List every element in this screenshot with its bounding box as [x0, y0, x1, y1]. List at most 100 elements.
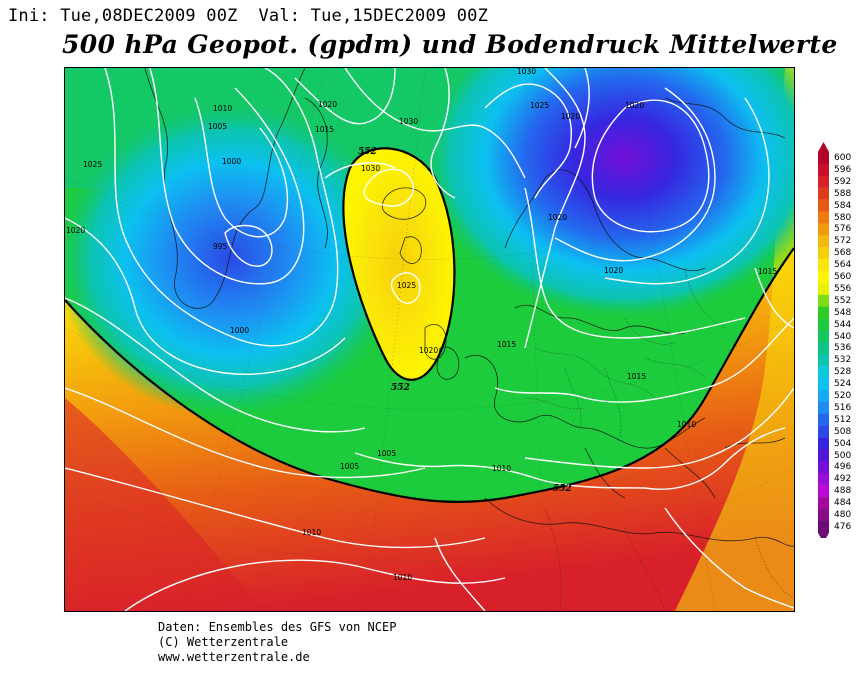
legend-swatch	[818, 366, 829, 379]
legend-swatch	[818, 306, 829, 319]
isobar-labels: 1030 1025 1020 1020 1010 1005 1000 1025 …	[66, 68, 777, 582]
isobar-label: 1030	[399, 117, 418, 126]
data-credits: Daten: Ensembles des GFS von NCEP (C) We…	[158, 620, 396, 665]
isobar-label: 1020	[66, 226, 85, 235]
legend-swatch	[818, 497, 829, 510]
isobar-label: 1005	[340, 462, 359, 471]
legend-swatch	[818, 271, 829, 284]
credit-copyright: (C) Wetterzentrale	[158, 635, 289, 649]
low-east	[425, 68, 794, 318]
warm-air-south	[65, 248, 794, 611]
legend-swatch	[818, 449, 829, 462]
contour-552-ridge	[342, 147, 456, 381]
isobar-label: 1015	[315, 125, 334, 134]
legend-swatch	[818, 401, 829, 414]
credit-website: www.wetterzentrale.de	[158, 650, 310, 664]
legend-level-label: 504	[834, 438, 852, 449]
legend-level-label: 536	[834, 343, 852, 354]
isobar-label: 995	[213, 242, 228, 251]
isobar-label: 1005	[377, 449, 396, 458]
isobar-label: 1015	[627, 372, 646, 381]
legend-swatch	[818, 485, 829, 498]
map-title: 500 hPa Geopot. (gpdm) und Bodendruck Mi…	[62, 30, 838, 59]
legend-level-label: 588	[834, 188, 852, 199]
contour-552-south	[65, 247, 794, 504]
isobar-label: 1020	[548, 213, 567, 222]
valid-label: Val:	[258, 6, 301, 26]
isobar-label: 1000	[222, 157, 241, 166]
legend-swatch	[818, 259, 829, 272]
legend-swatch	[818, 342, 829, 355]
legend-level-label: 548	[834, 307, 852, 318]
valid-time: Tue,15DEC2009 00Z	[310, 6, 489, 26]
isobar-label: 1010	[677, 420, 696, 429]
isobar-label: 1025	[530, 101, 549, 110]
legend-swatch	[818, 152, 829, 165]
legend-swatch	[818, 199, 829, 212]
legend-swatch	[818, 294, 829, 307]
isobar-label: 1015	[758, 267, 777, 276]
legend-colorbar	[818, 142, 829, 538]
legend-level-label: 564	[834, 260, 852, 271]
legend-swatch	[818, 223, 829, 236]
legend-swatch	[818, 437, 829, 450]
legend-level-label: 580	[834, 212, 852, 223]
legend-level-label: 520	[834, 391, 852, 401]
isobars	[65, 68, 794, 611]
legend-level-label: 500	[834, 450, 852, 461]
legend-swatch	[818, 163, 829, 176]
weather-map: 1030 1025 1020 1020 1010 1005 1000 1025 …	[64, 67, 795, 612]
legend-level-label: 584	[834, 200, 852, 211]
legend-swatch	[818, 378, 829, 391]
init-label: Ini:	[8, 6, 50, 26]
legend-level-label: 572	[834, 236, 852, 247]
legend-swatch	[818, 520, 829, 533]
coastlines	[144, 68, 794, 547]
legend-level-label: 524	[834, 379, 852, 390]
ridge-high	[343, 148, 455, 380]
legend-level-label: 512	[834, 414, 852, 425]
isobar-label: 1030	[517, 68, 536, 76]
legend-level-label: 492	[834, 474, 852, 485]
legend-swatch	[818, 282, 829, 295]
isobar-label: 1020	[604, 266, 623, 275]
legend-level-label: 544	[834, 319, 852, 330]
legend-level-label: 568	[834, 248, 852, 259]
legend-level-label: 488	[834, 486, 852, 497]
contour-552-labels: 552 552 552	[358, 147, 572, 494]
isobar-label: 1020	[561, 112, 580, 121]
legend-level-label: 596	[834, 164, 852, 175]
legend-swatch	[818, 318, 829, 331]
credit-source: Daten: Ensembles des GFS von NCEP	[158, 620, 397, 634]
legend-swatch	[818, 413, 829, 426]
isobar-label: 1010	[302, 528, 321, 537]
color-legend: 600 596 592 588 584 580 576 572 568 564 560 556 552 5…	[816, 142, 864, 538]
legend-level-label: 532	[834, 355, 852, 366]
isobar-label: 1000	[230, 326, 249, 335]
legend-level-label: 552	[834, 295, 852, 306]
run-info: Ini: Tue,08DEC2009 00Z Val: Tue,15DEC200…	[8, 6, 488, 26]
legend-swatch	[818, 473, 829, 486]
isobar-label: 1020	[419, 346, 438, 355]
legend-swatch	[818, 247, 829, 260]
warm-band-east	[675, 68, 794, 611]
isobar-label: 1030	[361, 164, 380, 173]
graticule	[65, 68, 794, 611]
warm-core-southwest	[65, 398, 265, 611]
legend-swatch	[818, 509, 829, 522]
legend-level-label: 484	[834, 498, 852, 509]
init-time: Tue,08DEC2009 00Z	[60, 6, 238, 26]
legend-swatch	[818, 461, 829, 474]
legend-level-label: 528	[834, 367, 852, 378]
legend-level-label: 476	[834, 521, 852, 532]
legend-level-label: 516	[834, 402, 852, 413]
contour-label: 552	[358, 147, 377, 157]
isobar-label: 1015	[497, 340, 516, 349]
country-borders	[524, 267, 794, 611]
legend-arrow-top	[818, 142, 829, 152]
legend-level-label: 592	[834, 176, 852, 187]
contour-label: 552	[391, 383, 410, 393]
isobar-label: 1010	[213, 104, 232, 113]
isobar-label: 1010	[492, 464, 511, 473]
legend-arrow-bottom	[818, 532, 829, 538]
